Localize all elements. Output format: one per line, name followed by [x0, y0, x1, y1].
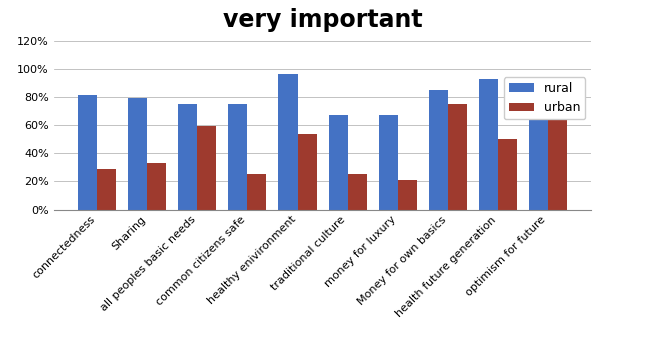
Legend: rural, urban: rural, urban: [503, 77, 585, 119]
Bar: [78, 95, 97, 210]
Bar: [298, 134, 317, 210]
Bar: [448, 104, 467, 210]
Bar: [228, 104, 247, 210]
Bar: [329, 115, 347, 210]
Bar: [147, 163, 167, 210]
Bar: [347, 174, 367, 210]
Bar: [247, 174, 267, 210]
Bar: [498, 139, 517, 210]
Bar: [378, 115, 398, 210]
Bar: [178, 104, 198, 210]
Bar: [97, 169, 116, 210]
Bar: [398, 180, 417, 210]
Bar: [198, 126, 216, 210]
Title: very important: very important: [222, 8, 423, 32]
Bar: [548, 104, 567, 210]
Bar: [278, 74, 298, 210]
Bar: [429, 90, 448, 210]
Bar: [478, 78, 498, 210]
Bar: [529, 90, 548, 210]
Bar: [128, 98, 147, 210]
